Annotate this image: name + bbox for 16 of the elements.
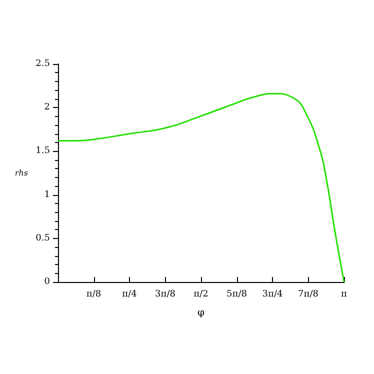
x-tick-label: π/4 <box>122 290 138 300</box>
x-tick-label: 3π/8 <box>155 290 176 300</box>
y-tick-label: 0 <box>44 277 50 287</box>
y-axis-title: rhs <box>14 168 28 178</box>
x-tick-label: 5π/8 <box>226 290 248 300</box>
y-tick-label: 1 <box>44 190 50 200</box>
y-tick-label: 2.5 <box>36 59 50 69</box>
x-tick-label: 3π/4 <box>262 290 283 300</box>
y-tick-label: 2 <box>44 102 50 113</box>
x-tick-label: π/8 <box>86 290 102 300</box>
y-tick-label: 1.5 <box>36 146 50 156</box>
y-tick-label: 0.5 <box>36 233 50 244</box>
x-tick-label: 7π/8 <box>298 290 319 300</box>
x-tick-label: π <box>341 290 348 300</box>
x-tick-label: π/2 <box>194 290 208 300</box>
x-axis-title: φ <box>197 308 205 318</box>
